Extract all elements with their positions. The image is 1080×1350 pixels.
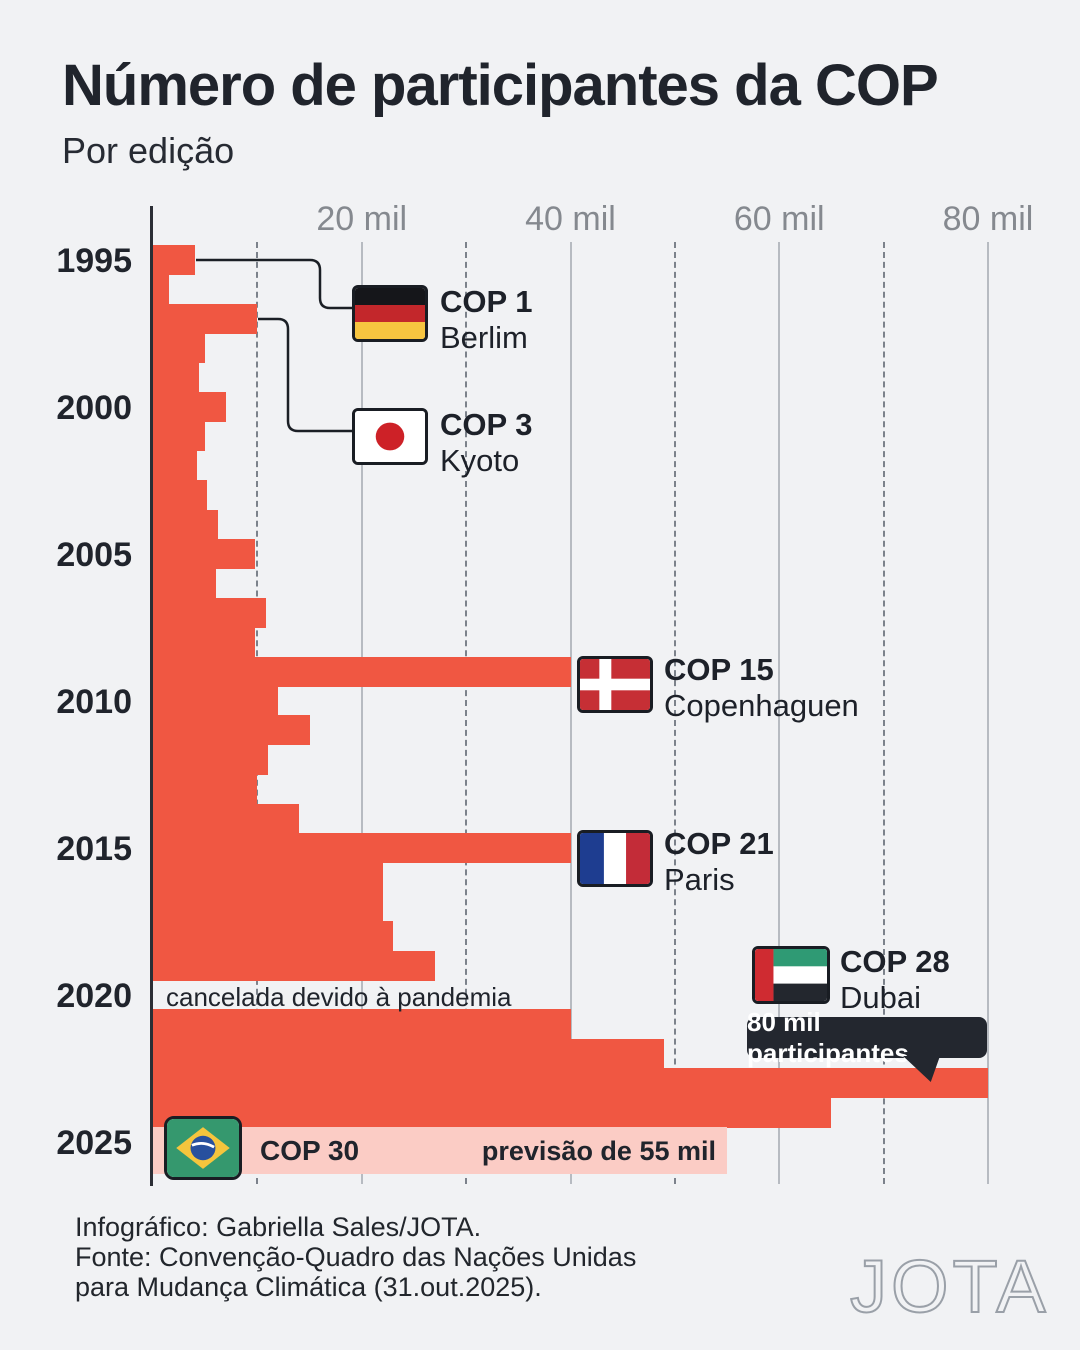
bar-2019 <box>153 950 435 981</box>
gridline-dashed-70-mil <box>882 242 885 1184</box>
gridline-solid-60-mil <box>778 242 781 1184</box>
cop30-label: COP 30 <box>260 1135 360 1166</box>
bar-2004 <box>153 509 218 540</box>
cop15-city: Copenhaguen <box>664 688 859 723</box>
cop28-label: COP 28 <box>840 944 950 979</box>
cop21-label: COP 21 <box>664 826 774 861</box>
callout-cop15: COP 15 Copenhaguen <box>664 652 859 724</box>
footer-line2: Fonte: Convenção-Quadro das Nações Unida… <box>75 1242 637 1272</box>
bar-2021 <box>153 1009 571 1040</box>
germany-flag-icon <box>352 285 428 342</box>
y-axis-label-2000: 2000 <box>56 388 132 427</box>
tooltip-80-mil-text: 80 mil participantes <box>747 1006 909 1068</box>
y-axis-label-2015: 2015 <box>56 829 132 868</box>
bar-1997 <box>153 303 258 334</box>
x-axis-label-20-mil: 20 mil <box>316 200 408 238</box>
y-axis-label-1995: 1995 <box>56 241 132 280</box>
uae-flag-icon <box>752 946 830 1004</box>
jota-logo: JOTA <box>849 1244 1050 1329</box>
bar-1996 <box>153 274 169 305</box>
y-axis-label-2020: 2020 <box>56 976 132 1015</box>
gridline-solid-40-mil <box>569 242 572 1184</box>
callout-cop3: COP 3 Kyoto <box>440 407 532 479</box>
cop21-city: Paris <box>664 862 735 897</box>
page-subtitle: Por edição <box>62 130 235 171</box>
y-axis-label-2010: 2010 <box>56 682 132 721</box>
footer-line3: para Mudança Climática (31.out.2025). <box>75 1272 542 1302</box>
callout-cop28: COP 28 Dubai <box>840 944 950 1016</box>
cop1-city: Berlim <box>440 320 528 355</box>
x-axis-label-80-mil: 80 mil <box>942 200 1034 238</box>
cop3-city: Kyoto <box>440 443 520 478</box>
bar-2013 <box>153 774 258 805</box>
bar-2014 <box>153 803 300 834</box>
bar-2003 <box>153 480 208 511</box>
footer-line1: Infográfico: Gabriella Sales/JOTA. <box>75 1212 482 1242</box>
cop3-label: COP 3 <box>440 407 533 442</box>
bar-2009 <box>153 656 571 687</box>
gridline-solid-20-mil <box>360 242 363 1184</box>
x-axis-label-60-mil: 60 mil <box>733 200 825 238</box>
page-title: Número de participantes da COP <box>62 53 939 118</box>
denmark-flag-icon <box>577 656 653 713</box>
france-flag-icon <box>577 830 653 887</box>
bar-2006 <box>153 568 216 599</box>
bar-2012 <box>153 744 268 775</box>
bar-2007 <box>153 597 266 628</box>
bar-2023 <box>153 1068 988 1099</box>
bar-2025-forecast <box>153 1127 728 1174</box>
bar-2002 <box>153 450 197 481</box>
bar-1999 <box>153 362 199 393</box>
japan-flag-icon <box>352 408 428 465</box>
y-axis-line <box>150 206 153 1186</box>
bar-1998 <box>153 333 206 364</box>
footer-credits: Infográfico: Gabriella Sales/JOTA. Fonte… <box>75 1212 636 1302</box>
bar-2005 <box>153 539 256 569</box>
bar-2024 <box>153 1097 832 1128</box>
bar-2010 <box>153 686 279 716</box>
callout-cop1: COP 1 Berlim <box>440 284 532 356</box>
x-axis-label-40-mil: 40 mil <box>525 200 616 238</box>
cop15-label: COP 15 <box>664 652 774 687</box>
callout-cop21: COP 21 Paris <box>664 826 774 898</box>
cop1-label: COP 1 <box>440 284 533 319</box>
gridline-solid-80-mil <box>987 242 989 1184</box>
tooltip-80-mil: 80 mil participantes <box>747 1007 987 1068</box>
bar-2008 <box>153 627 256 658</box>
bar-2016 <box>153 862 383 893</box>
bar-2011 <box>153 715 310 746</box>
gridline-dashed-30-mil <box>465 242 468 1184</box>
y-axis-label-2005: 2005 <box>56 535 132 574</box>
cancelled-2020-note: cancelada devido à pandemia <box>166 982 512 1012</box>
bar-1995 <box>153 245 195 275</box>
cop30-forecast-label: previsão de 55 mil <box>481 1136 716 1166</box>
y-axis-label-2025: 2025 <box>56 1123 132 1162</box>
bar-2022 <box>153 1038 665 1069</box>
cop28-city: Dubai <box>840 980 921 1015</box>
bar-2018 <box>153 921 394 952</box>
bar-2000 <box>153 392 227 422</box>
bar-2001 <box>153 421 206 452</box>
bar-2015 <box>153 833 571 863</box>
brazil-flag-icon <box>164 1116 242 1180</box>
bar-2017 <box>153 891 383 922</box>
gridline-dashed-50-mil <box>673 242 676 1184</box>
